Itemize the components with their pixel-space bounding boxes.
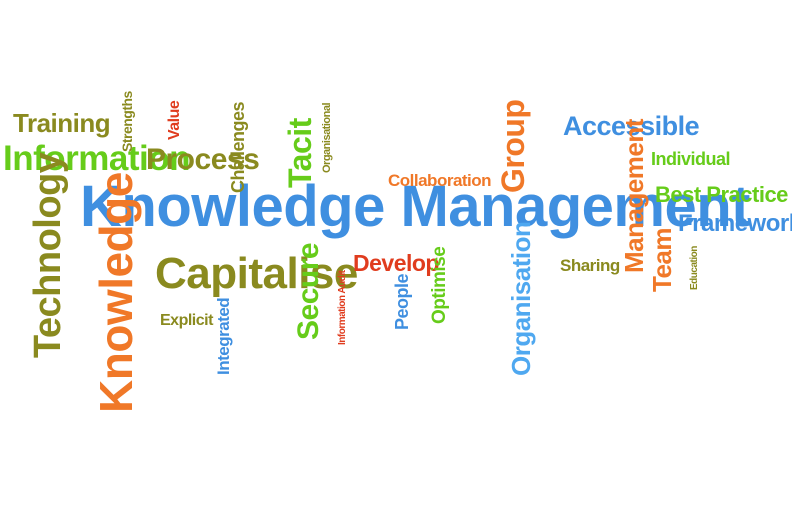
word-tacit: Tacit <box>282 118 318 188</box>
word-training: Training <box>13 108 111 138</box>
word-framework: Framework <box>678 210 792 237</box>
word-organisation: Organisation <box>506 221 536 376</box>
word-integrated: Integrated <box>214 297 233 375</box>
word-team: Team <box>647 228 677 292</box>
word-knowledge: Knowledge <box>90 172 142 413</box>
word-best-practice: Best Practice <box>655 182 788 207</box>
word-education: Education <box>689 246 700 290</box>
word-process: Process <box>146 143 260 176</box>
word-optimise: Optimise <box>429 246 450 324</box>
word-strengths: Strengths <box>119 91 135 152</box>
word-challenges: Challenges <box>228 101 248 193</box>
word-people: People <box>392 273 412 330</box>
word-knowledge-management: Knowledge Management <box>80 174 750 239</box>
word-develop: Develop <box>353 250 439 276</box>
word-secure: Secure <box>292 242 325 340</box>
word-information-audit: Information Audit <box>337 270 348 345</box>
word-individual: Individual <box>651 149 731 169</box>
word-organisational: Organisational <box>321 102 333 173</box>
word-sharing: Sharing <box>560 256 620 275</box>
word-collaboration: Collaboration <box>388 171 492 190</box>
word-explicit: Explicit <box>160 312 213 329</box>
word-capitalise: Capitalise <box>155 249 358 298</box>
word-value: Value <box>166 100 183 140</box>
word-accessible: Accessible <box>563 111 700 141</box>
word-management: Management <box>619 119 649 273</box>
word-information: Information <box>3 139 190 178</box>
word-group: Group <box>495 99 531 193</box>
word-technology: Technology <box>27 152 69 358</box>
